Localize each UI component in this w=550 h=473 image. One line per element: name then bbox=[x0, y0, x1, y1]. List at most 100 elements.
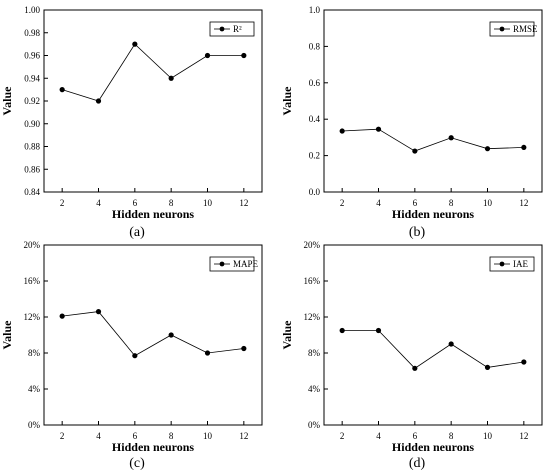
x-tick-label: 4 bbox=[96, 198, 101, 208]
y-tick-label: 0.86 bbox=[24, 164, 40, 174]
x-axis-title: Hidden neurons bbox=[112, 207, 194, 221]
y-tick-label: 0.0 bbox=[309, 187, 321, 197]
legend: MAPE bbox=[209, 256, 259, 272]
data-point bbox=[132, 41, 138, 47]
series-line bbox=[342, 330, 524, 369]
series-line bbox=[62, 311, 244, 357]
x-tick-label: 4 bbox=[96, 431, 101, 441]
panel-caption: (b) bbox=[409, 225, 426, 240]
x-tick-label: 2 bbox=[60, 431, 65, 441]
y-tick-label: 0% bbox=[308, 420, 321, 430]
x-tick-label: 4 bbox=[376, 198, 381, 208]
y-tick-label: 8% bbox=[308, 348, 321, 358]
y-axis-title: Value bbox=[0, 86, 14, 116]
panel-caption: (a) bbox=[129, 225, 145, 240]
data-point bbox=[339, 327, 345, 334]
data-point bbox=[95, 309, 102, 315]
y-axis-title: Value bbox=[280, 320, 294, 350]
legend: IAE bbox=[489, 256, 535, 272]
y-tick-label: 0.90 bbox=[24, 119, 40, 129]
y-tick-label: 16% bbox=[304, 276, 321, 286]
chart-panel-a: 0.84 0.86 0.88 0.90 0.92 0.94 0.96 0.98 1.00 2 4 6 8… bbox=[0, 5, 263, 240]
x-tick-label: 10 bbox=[203, 198, 213, 208]
plot-frame bbox=[323, 244, 543, 426]
data-point bbox=[375, 327, 382, 334]
x-tick-label: 2 bbox=[60, 198, 65, 208]
x-axis-title: Hidden neurons bbox=[392, 440, 474, 454]
chart-panel-c: 0% 4% 8% 12% 16% 20% 2 4 6 8 10 12 Hidden neurons Val… bbox=[0, 240, 263, 471]
legend-box bbox=[489, 21, 535, 37]
plot-frame bbox=[43, 244, 263, 426]
y-tick-label: 0.88 bbox=[24, 142, 40, 152]
x-tick-label: 6 bbox=[413, 198, 418, 208]
data-point bbox=[484, 146, 491, 152]
legend-marker bbox=[499, 261, 505, 267]
x-tick-label: 4 bbox=[376, 431, 381, 441]
y-tick-label: 16% bbox=[24, 276, 41, 286]
y-tick-label: 8% bbox=[28, 348, 41, 358]
data-point bbox=[59, 313, 65, 319]
y-tick-label: 0.4 bbox=[309, 114, 321, 124]
y-tick-label: 4% bbox=[28, 384, 41, 394]
x-axis-title: Hidden neurons bbox=[112, 440, 194, 454]
x-tick-label: 8 bbox=[169, 431, 174, 441]
chart-panel-d: 0% 4% 8% 12% 16% 20% 2 4 6 8 10 12 Hidden neurons Val… bbox=[280, 240, 543, 471]
data-point bbox=[521, 144, 527, 151]
legend: R² bbox=[209, 21, 255, 37]
legend-label: IAE bbox=[513, 259, 528, 269]
x-axis-title: Hidden neurons bbox=[392, 207, 474, 221]
legend-label: R² bbox=[233, 24, 242, 34]
data-point bbox=[132, 353, 138, 359]
y-tick-label: 0% bbox=[28, 420, 41, 430]
legend-marker bbox=[219, 26, 225, 32]
data-point bbox=[168, 332, 174, 338]
y-tick-label: 0.84 bbox=[24, 187, 40, 197]
y-tick-label: 12% bbox=[304, 312, 321, 322]
legend-box bbox=[489, 256, 535, 272]
data-point bbox=[448, 135, 454, 141]
y-tick-label: 0.8 bbox=[309, 41, 321, 51]
x-tick-label: 2 bbox=[340, 431, 345, 441]
y-tick-label: 4% bbox=[308, 384, 321, 394]
data-point bbox=[204, 350, 211, 356]
y-tick-label: 12% bbox=[24, 312, 41, 322]
x-tick-label: 12 bbox=[239, 198, 248, 208]
x-tick-label: 10 bbox=[483, 198, 493, 208]
data-point bbox=[448, 341, 454, 347]
x-tick-label: 2 bbox=[340, 198, 345, 208]
data-point bbox=[241, 345, 247, 352]
y-tick-label: 20% bbox=[304, 240, 321, 250]
y-tick-label: 1.0 bbox=[309, 5, 321, 15]
x-tick-label: 8 bbox=[169, 198, 174, 208]
data-point bbox=[59, 87, 65, 93]
data-point bbox=[95, 98, 102, 104]
y-tick-label: 1.00 bbox=[24, 5, 40, 15]
y-axis-title: Value bbox=[280, 86, 294, 116]
legend-box bbox=[209, 21, 255, 37]
panel-caption: (d) bbox=[409, 456, 426, 471]
data-point bbox=[339, 128, 345, 134]
legend-marker bbox=[219, 261, 225, 267]
x-tick-label: 6 bbox=[413, 431, 418, 441]
data-point bbox=[412, 148, 418, 154]
y-axis-title: Value bbox=[0, 320, 14, 350]
data-point bbox=[412, 365, 418, 371]
x-tick-label: 10 bbox=[203, 431, 213, 441]
plot-frame bbox=[43, 9, 263, 193]
data-point bbox=[168, 75, 174, 81]
y-tick-label: 0.96 bbox=[24, 51, 40, 61]
series-line bbox=[342, 128, 524, 152]
y-tick-label: 0.98 bbox=[24, 28, 40, 38]
y-tick-label: 0.94 bbox=[24, 73, 40, 83]
x-tick-label: 10 bbox=[483, 431, 493, 441]
legend-box bbox=[209, 256, 255, 272]
x-tick-label: 6 bbox=[133, 431, 138, 441]
plot-frame bbox=[323, 9, 543, 193]
y-tick-label: 20% bbox=[24, 240, 41, 250]
x-tick-label: 12 bbox=[519, 431, 528, 441]
legend-marker bbox=[499, 26, 505, 32]
legend: RMSE bbox=[489, 21, 538, 37]
x-tick-label: 12 bbox=[239, 431, 248, 441]
x-tick-label: 12 bbox=[519, 198, 528, 208]
